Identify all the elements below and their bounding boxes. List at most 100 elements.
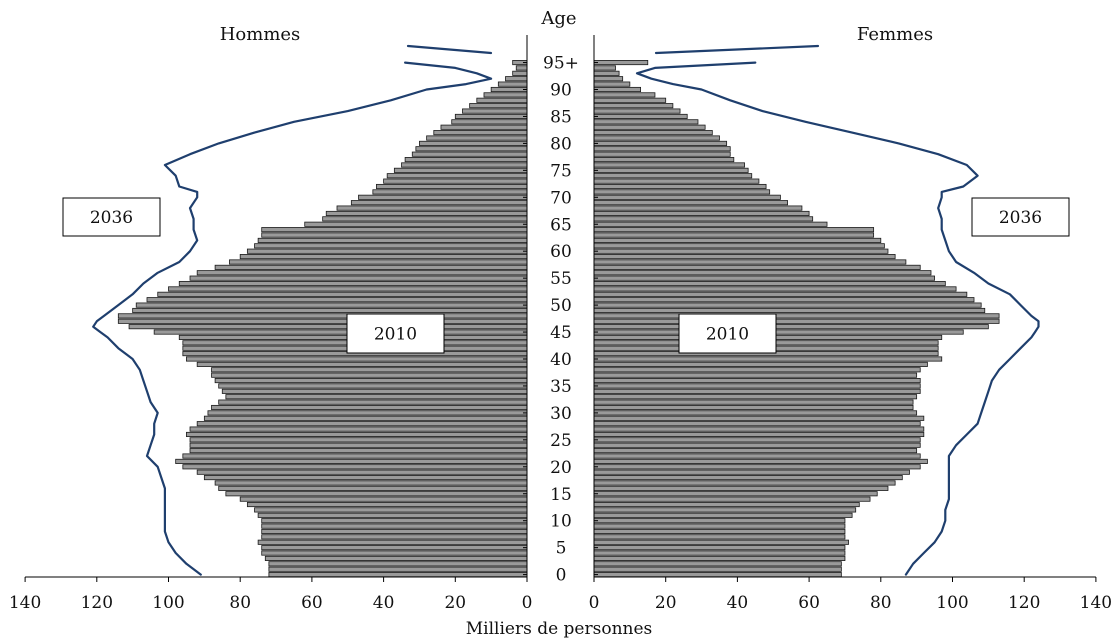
bar-femmes-age-84 bbox=[593, 119, 699, 125]
bar-femmes-age-70 bbox=[593, 194, 781, 200]
age-tick-55: 55 bbox=[550, 269, 572, 289]
bar-hommes-age-40 bbox=[186, 356, 528, 362]
x-tick-label-hommes-20: 20 bbox=[444, 593, 466, 613]
bar-femmes-age-19 bbox=[593, 469, 910, 475]
bar-hommes-age-29 bbox=[203, 415, 528, 421]
label-2010-hommes: 2010 bbox=[346, 313, 445, 354]
bar-femmes-age-14 bbox=[593, 496, 871, 502]
bar-hommes-age-38 bbox=[211, 367, 528, 373]
bar-hommes-age-21 bbox=[175, 458, 528, 464]
age-tick-0: 0 bbox=[556, 566, 567, 586]
label-2010-hommes-text: 2010 bbox=[374, 325, 417, 345]
projection-lines-2036 bbox=[92, 44, 1040, 576]
x-tick-label-femmes-80: 80 bbox=[870, 593, 892, 613]
bar-hommes-age-32 bbox=[218, 399, 528, 405]
x-tick-label-hommes-80: 80 bbox=[229, 593, 251, 613]
bar-femmes-age-21 bbox=[593, 458, 928, 464]
bar-femmes-age-20 bbox=[593, 464, 921, 470]
bar-femmes-age-90 bbox=[593, 86, 642, 93]
bar-femmes-age-25 bbox=[593, 437, 921, 443]
bar-hommes-age-59 bbox=[239, 254, 528, 260]
bar-hommes-age-87 bbox=[469, 103, 528, 109]
bar-hommes-age-51 bbox=[146, 297, 528, 303]
bar-hommes-age-27 bbox=[189, 426, 528, 432]
age-tick-85: 85 bbox=[550, 107, 572, 127]
bar-femmes-age-72 bbox=[593, 183, 767, 190]
bar-femmes-age-78 bbox=[593, 151, 731, 157]
bar-hommes-age-76 bbox=[401, 162, 528, 168]
bar-femmes-age-57 bbox=[593, 264, 921, 270]
bar-hommes-age-49 bbox=[132, 307, 528, 314]
bar-hommes-age-48 bbox=[117, 313, 528, 319]
bar-femmes-age-24 bbox=[593, 442, 921, 448]
bar-hommes-age-75 bbox=[393, 167, 528, 173]
bar-hommes-age-92 bbox=[505, 76, 528, 82]
bar-hommes-age-64 bbox=[261, 227, 528, 233]
bar-femmes-age-11 bbox=[593, 512, 853, 518]
bar-femmes-age-67 bbox=[593, 210, 810, 217]
bar-hommes-age-35 bbox=[218, 383, 528, 389]
label-2010-femmes: 2010 bbox=[678, 313, 777, 354]
bar-femmes-age-58 bbox=[593, 259, 907, 265]
bar-femmes-age-45 bbox=[593, 329, 964, 335]
bar-hommes-age-52 bbox=[157, 291, 528, 297]
bar-femmes-age-30 bbox=[593, 410, 918, 416]
bar-femmes-age-51 bbox=[593, 297, 975, 303]
bar-hommes-age-90 bbox=[490, 86, 528, 93]
age-tick-70: 70 bbox=[550, 188, 572, 208]
x-tick-label-hommes-100: 100 bbox=[152, 593, 184, 613]
bar-hommes-age-34 bbox=[221, 388, 528, 394]
bar-femmes-age-23 bbox=[593, 448, 918, 454]
bar-hommes-age-50 bbox=[135, 302, 528, 308]
bar-hommes-age-18 bbox=[203, 475, 528, 481]
bar-hommes-age-24 bbox=[189, 442, 528, 448]
bar-femmes-age-49 bbox=[593, 307, 986, 314]
bar-femmes-age-5 bbox=[593, 545, 846, 551]
bar-femmes-age-27 bbox=[593, 426, 925, 432]
bar-femmes-age-74 bbox=[593, 173, 753, 179]
age-tick-80: 80 bbox=[550, 134, 572, 154]
bar-hommes-age-83 bbox=[440, 124, 528, 130]
label-2010-femmes-box bbox=[678, 313, 777, 354]
bar-hommes-age-77 bbox=[404, 157, 528, 163]
bar-femmes-age-71 bbox=[593, 189, 771, 195]
bar-femmes-age-36 bbox=[593, 378, 921, 384]
bar-femmes-age-37 bbox=[593, 372, 918, 378]
bar-hommes-age-9 bbox=[261, 523, 528, 529]
bar-hommes-age-25 bbox=[189, 437, 528, 443]
bar-femmes-age-15 bbox=[593, 491, 878, 497]
bar-hommes-age-68 bbox=[336, 205, 528, 211]
bar-femmes-age-39 bbox=[593, 361, 928, 367]
bar-hommes-age-80 bbox=[419, 140, 528, 146]
bar-hommes-age-60 bbox=[246, 248, 528, 254]
bar-hommes-age-3 bbox=[264, 555, 528, 561]
title-femmes: Femmes bbox=[857, 24, 933, 45]
bar-femmes-age-95+ bbox=[593, 60, 649, 66]
bar-femmes-age-69 bbox=[593, 200, 788, 206]
age-tick-65: 65 bbox=[550, 215, 572, 235]
bar-femmes-age-68 bbox=[593, 205, 803, 211]
year-labels: 2036 2036 2010 2010 bbox=[62, 197, 1070, 354]
bar-hommes-age-7 bbox=[261, 534, 528, 540]
bar-hommes-age-8 bbox=[261, 528, 528, 535]
pointer-2036-femmes-95 bbox=[654, 44, 820, 55]
bar-femmes-age-4 bbox=[593, 550, 846, 556]
bar-femmes-age-35 bbox=[593, 383, 921, 389]
bar-femmes-age-17 bbox=[593, 480, 896, 486]
bar-hommes-age-11 bbox=[257, 512, 528, 518]
bar-femmes-age-50 bbox=[593, 302, 982, 308]
bar-femmes-age-88 bbox=[593, 97, 667, 103]
x-tick-label-hommes-120: 120 bbox=[81, 593, 113, 613]
bar-hommes-age-36 bbox=[214, 378, 528, 384]
bar-hommes-age-74 bbox=[386, 173, 528, 179]
bar-hommes-age-14 bbox=[239, 496, 528, 502]
bar-femmes-age-87 bbox=[593, 103, 674, 109]
bar-hommes-age-81 bbox=[426, 135, 528, 141]
bar-femmes-age-61 bbox=[593, 243, 885, 249]
bar-femmes-age-85 bbox=[593, 113, 688, 120]
bar-hommes-age-82 bbox=[433, 130, 528, 136]
bar-hommes-age-17 bbox=[214, 480, 528, 486]
x-tick-label-femmes-120: 120 bbox=[1008, 593, 1040, 613]
bar-hommes-age-69 bbox=[350, 200, 528, 206]
